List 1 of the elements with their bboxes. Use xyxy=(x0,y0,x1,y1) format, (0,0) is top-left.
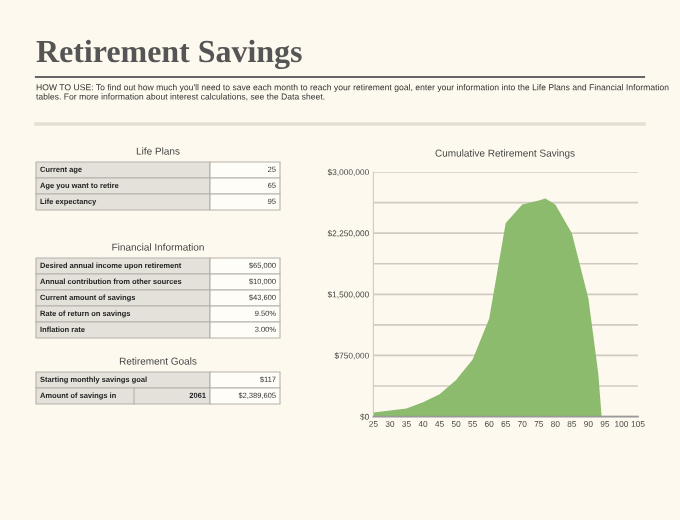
text: Retirement Savings xyxy=(36,39,302,70)
